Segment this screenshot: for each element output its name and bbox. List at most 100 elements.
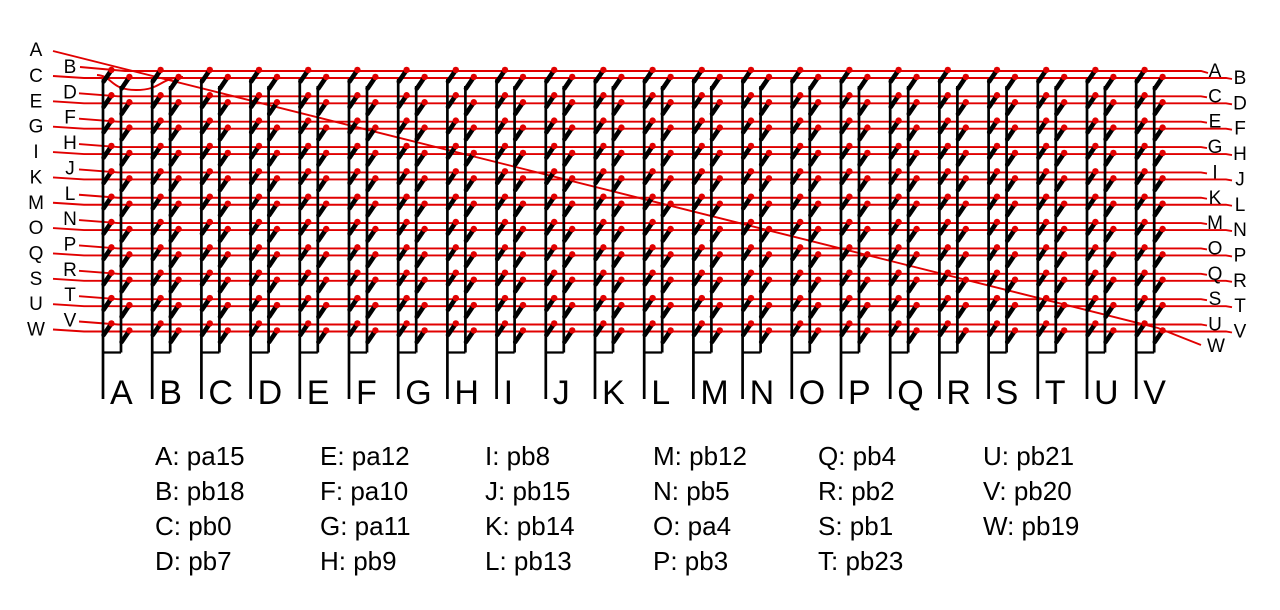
switch-contact-dot <box>224 225 231 233</box>
row-label-left-N: N <box>63 209 77 230</box>
switch-contact-dot <box>1011 301 1019 309</box>
switch-contact-dot <box>273 301 281 309</box>
switch-lever <box>1085 196 1097 211</box>
switch-lever <box>1085 120 1097 135</box>
switch-contact-dot <box>519 124 527 131</box>
switch-contact-dot <box>255 269 263 276</box>
switch-lever <box>396 94 408 110</box>
switch-contact-dot <box>551 92 558 99</box>
switch-lever <box>217 279 229 294</box>
switch-contact-dot <box>501 92 509 99</box>
switch-contact-dot <box>1110 251 1117 258</box>
switch-contact-dot <box>273 200 281 207</box>
switch-lever <box>217 228 229 243</box>
switch-contact-dot <box>372 225 379 233</box>
switch-lever <box>611 304 623 319</box>
switch-contact-dot <box>962 251 969 258</box>
switch-contact-dot <box>600 269 607 276</box>
switch-contact-dot <box>913 73 920 81</box>
row-label-right-J: J <box>1235 169 1245 190</box>
switch-contact-dot <box>913 301 920 309</box>
switch-contact-dot <box>157 294 164 302</box>
switch-contact-dot <box>1110 200 1117 207</box>
switch-lever <box>1085 246 1097 262</box>
switch-lever <box>888 69 900 84</box>
column-label: J <box>553 374 570 412</box>
switch-contact-dot <box>452 92 459 99</box>
switch-lever <box>544 297 556 312</box>
switch-contact-dot <box>372 276 379 283</box>
legend-entry-L: L: pb13 <box>485 546 572 576</box>
switch-lever <box>1036 221 1048 236</box>
legend-entry-A: A: pa15 <box>155 441 245 471</box>
switch-contact-dot <box>864 327 871 334</box>
switch-lever <box>217 152 229 167</box>
switch-lever <box>1004 203 1017 218</box>
switch-contact-dot <box>797 142 804 150</box>
switch-lever <box>740 297 753 312</box>
switch-contact-dot <box>206 269 213 276</box>
switch-contact-dot <box>569 99 576 106</box>
switch-lever <box>857 279 869 294</box>
switch-contact-dot <box>305 269 312 276</box>
switch-lever <box>955 253 967 269</box>
switch-lever <box>691 323 703 338</box>
switch-lever <box>544 94 556 110</box>
column-label: F <box>356 374 377 412</box>
switch-lever <box>248 323 261 338</box>
switch-lever <box>494 246 507 262</box>
switch-contact-dot <box>1011 99 1019 106</box>
switch-contact-dot <box>913 251 920 258</box>
switch-contact-dot <box>354 117 361 124</box>
switch-contact-dot <box>1043 244 1050 251</box>
switch-lever <box>808 253 820 269</box>
switch-lever <box>445 221 457 236</box>
row-label-right-F: F <box>1234 119 1246 140</box>
switch-contact-dot <box>864 124 871 131</box>
switch-contact-dot <box>421 149 428 157</box>
switch-contact-dot <box>569 301 576 309</box>
switch-contact-dot <box>1061 99 1068 106</box>
switch-contact-dot <box>618 175 625 182</box>
switch-contact-dot <box>323 149 330 157</box>
switch-lever <box>199 196 211 211</box>
switch-contact-dot <box>1159 327 1166 334</box>
switch-contact-dot <box>649 193 656 200</box>
switch-lever <box>414 177 426 193</box>
column-unit-A: A <box>101 66 133 412</box>
switch-lever <box>611 228 623 243</box>
switch-contact-dot <box>126 149 133 157</box>
switch-lever <box>365 177 377 193</box>
switch-contact-dot <box>452 294 459 302</box>
switch-contact-dot <box>323 251 330 258</box>
switch-contact-dot <box>126 327 133 334</box>
switch-lever <box>199 94 211 110</box>
switch-contact-dot <box>1110 301 1117 309</box>
row-label-right-K: K <box>1209 188 1222 209</box>
switch-lever <box>150 323 162 338</box>
row-wire-upper <box>78 92 1208 99</box>
switch-lever <box>298 221 310 236</box>
column-unit-C: C <box>199 66 233 412</box>
switch-contact-dot <box>1092 193 1099 200</box>
switch-contact-dot <box>667 149 674 157</box>
switch-contact-dot <box>569 276 576 283</box>
switch-lever <box>365 76 377 91</box>
switch-contact-dot <box>716 124 723 131</box>
switch-contact-dot <box>157 244 164 251</box>
switch-lever <box>986 323 999 338</box>
switch-contact-dot <box>1061 200 1068 207</box>
switch-lever <box>463 330 475 345</box>
switch-contact-dot <box>600 168 607 175</box>
switch-contact-dot <box>1011 73 1019 81</box>
switch-contact-dot <box>815 200 822 207</box>
switch-contact-dot <box>255 66 263 74</box>
switch-lever <box>740 120 753 135</box>
switch-contact-dot <box>224 175 231 182</box>
switch-contact-dot <box>372 327 379 334</box>
switch-contact-dot <box>470 251 477 258</box>
switch-lever <box>494 196 507 211</box>
switch-contact-dot <box>895 117 902 124</box>
switch-contact-dot <box>206 92 213 99</box>
switch-lever <box>611 177 623 193</box>
